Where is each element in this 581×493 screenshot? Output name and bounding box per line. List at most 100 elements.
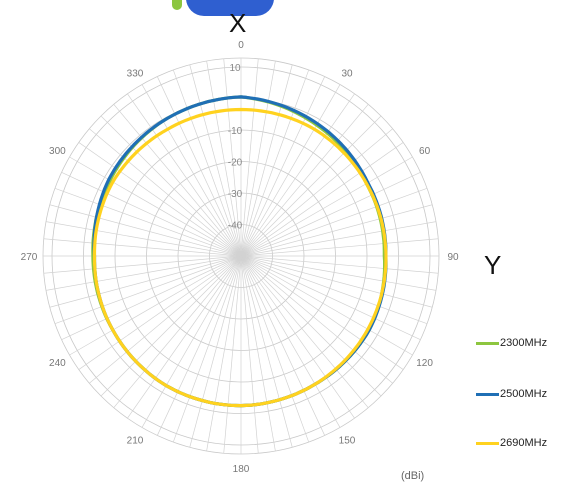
angle-tick-label: 120 [416, 358, 433, 369]
grid-spoke [240, 238, 439, 257]
grid-spoke [240, 255, 355, 419]
grid-spoke [240, 76, 325, 257]
grid-spoke [240, 142, 404, 257]
grid-spoke [240, 255, 393, 384]
grid-spoke [49, 204, 242, 257]
grid-spoke [78, 142, 242, 257]
angle-tick-label: 60 [419, 146, 431, 157]
legend-label: 2500MHz [500, 388, 548, 400]
angle-tick-label: 90 [447, 252, 459, 263]
grid-spoke [240, 204, 433, 257]
grid-spoke [100, 255, 242, 397]
legend-swatch [476, 341, 499, 345]
grid-spoke [113, 255, 242, 408]
series-line-2690MHz [92, 107, 388, 408]
grid-spoke [223, 58, 242, 257]
grid-spoke [240, 64, 293, 257]
grid-spoke [69, 255, 242, 356]
grid-spoke [206, 60, 242, 257]
grid-spoke [223, 255, 242, 454]
grid-spoke [78, 255, 242, 370]
grid-spoke [54, 187, 242, 257]
radial-tick-label: 10 [229, 63, 241, 74]
angle-tick-label: 30 [341, 68, 353, 79]
legend-label: 2300MHz [500, 337, 548, 349]
legend-item-2690: 2690MHz [476, 437, 547, 451]
grid-spoke [240, 221, 437, 257]
grid-spoke [240, 60, 276, 257]
grid-spoke [240, 156, 413, 257]
logo-leaf-mark [172, 0, 182, 10]
grid-spoke [54, 255, 242, 325]
grid-spoke [240, 255, 433, 308]
grid-spoke [189, 64, 242, 257]
grid-spoke [240, 255, 404, 370]
grid-spoke [240, 255, 382, 397]
grid-spoke [45, 221, 242, 257]
logo-blob-mark [186, 0, 274, 16]
angle-tick-label: 150 [339, 436, 356, 447]
grid-spoke [240, 58, 259, 257]
angle-tick-label: 330 [127, 68, 144, 79]
grid-spoke [240, 128, 393, 257]
grid-spoke [240, 255, 310, 443]
angle-tick-label: 240 [49, 358, 66, 369]
grid-spoke [43, 255, 242, 274]
angle-tick-label: 0 [238, 40, 244, 51]
grid-spoke [240, 255, 293, 448]
grid-spoke [157, 255, 242, 436]
grid-spoke [240, 255, 413, 356]
unit-label: (dBi) [401, 470, 425, 482]
grid-spoke [189, 255, 242, 448]
grid-spoke [141, 84, 242, 257]
grid-spoke [127, 93, 242, 257]
grid-spoke [240, 187, 428, 257]
radial-tick-label: -40 [228, 221, 243, 232]
grid-spoke [240, 255, 421, 340]
grid-spoke [127, 255, 242, 419]
grid-spoke [100, 115, 242, 257]
radial-tick-label: -10 [228, 126, 243, 137]
legend-item-2500: 2500MHz [476, 388, 547, 402]
grid-spoke [45, 255, 242, 291]
grid-spoke [61, 172, 242, 257]
angle-tick-label: 300 [49, 146, 66, 157]
axis-x-label: X [229, 8, 247, 38]
grid-spoke [240, 255, 276, 452]
grid-spoke [43, 238, 242, 257]
angle-tick-label: 210 [127, 436, 144, 447]
grid-spoke [89, 255, 242, 384]
legend-label: 2690MHz [500, 437, 548, 449]
grid-spoke [240, 115, 382, 257]
grid-spoke [240, 255, 341, 428]
grid-spoke [157, 76, 242, 257]
grid-spoke [240, 255, 428, 325]
grid-spoke [240, 93, 355, 257]
grid-spoke [69, 156, 242, 257]
grid-spoke [240, 255, 259, 454]
angle-tick-label: 180 [233, 464, 250, 475]
grid-spoke [49, 255, 242, 308]
grid-spoke [113, 104, 242, 257]
grid-spoke [172, 255, 242, 443]
legend-swatch [476, 441, 499, 445]
axis-y-label: Y [484, 250, 502, 280]
legend-swatch [476, 392, 499, 396]
grid-spoke [172, 69, 242, 257]
grid-spoke [240, 255, 437, 291]
grid-spoke [141, 255, 242, 428]
grid-spoke [240, 255, 369, 408]
radial-tick-label: -20 [228, 158, 243, 169]
grid-spoke [240, 172, 421, 257]
angle-tick-label: 270 [21, 252, 38, 263]
grid-spoke [240, 255, 325, 436]
radial-tick-label: -30 [228, 189, 243, 200]
grid-spoke [240, 84, 341, 257]
grid-spoke [61, 255, 242, 340]
grid-spoke [240, 104, 369, 257]
grid-spoke [240, 69, 310, 257]
grid-spoke [89, 128, 242, 257]
grid-spoke [240, 255, 439, 274]
grid-spoke [206, 255, 242, 452]
